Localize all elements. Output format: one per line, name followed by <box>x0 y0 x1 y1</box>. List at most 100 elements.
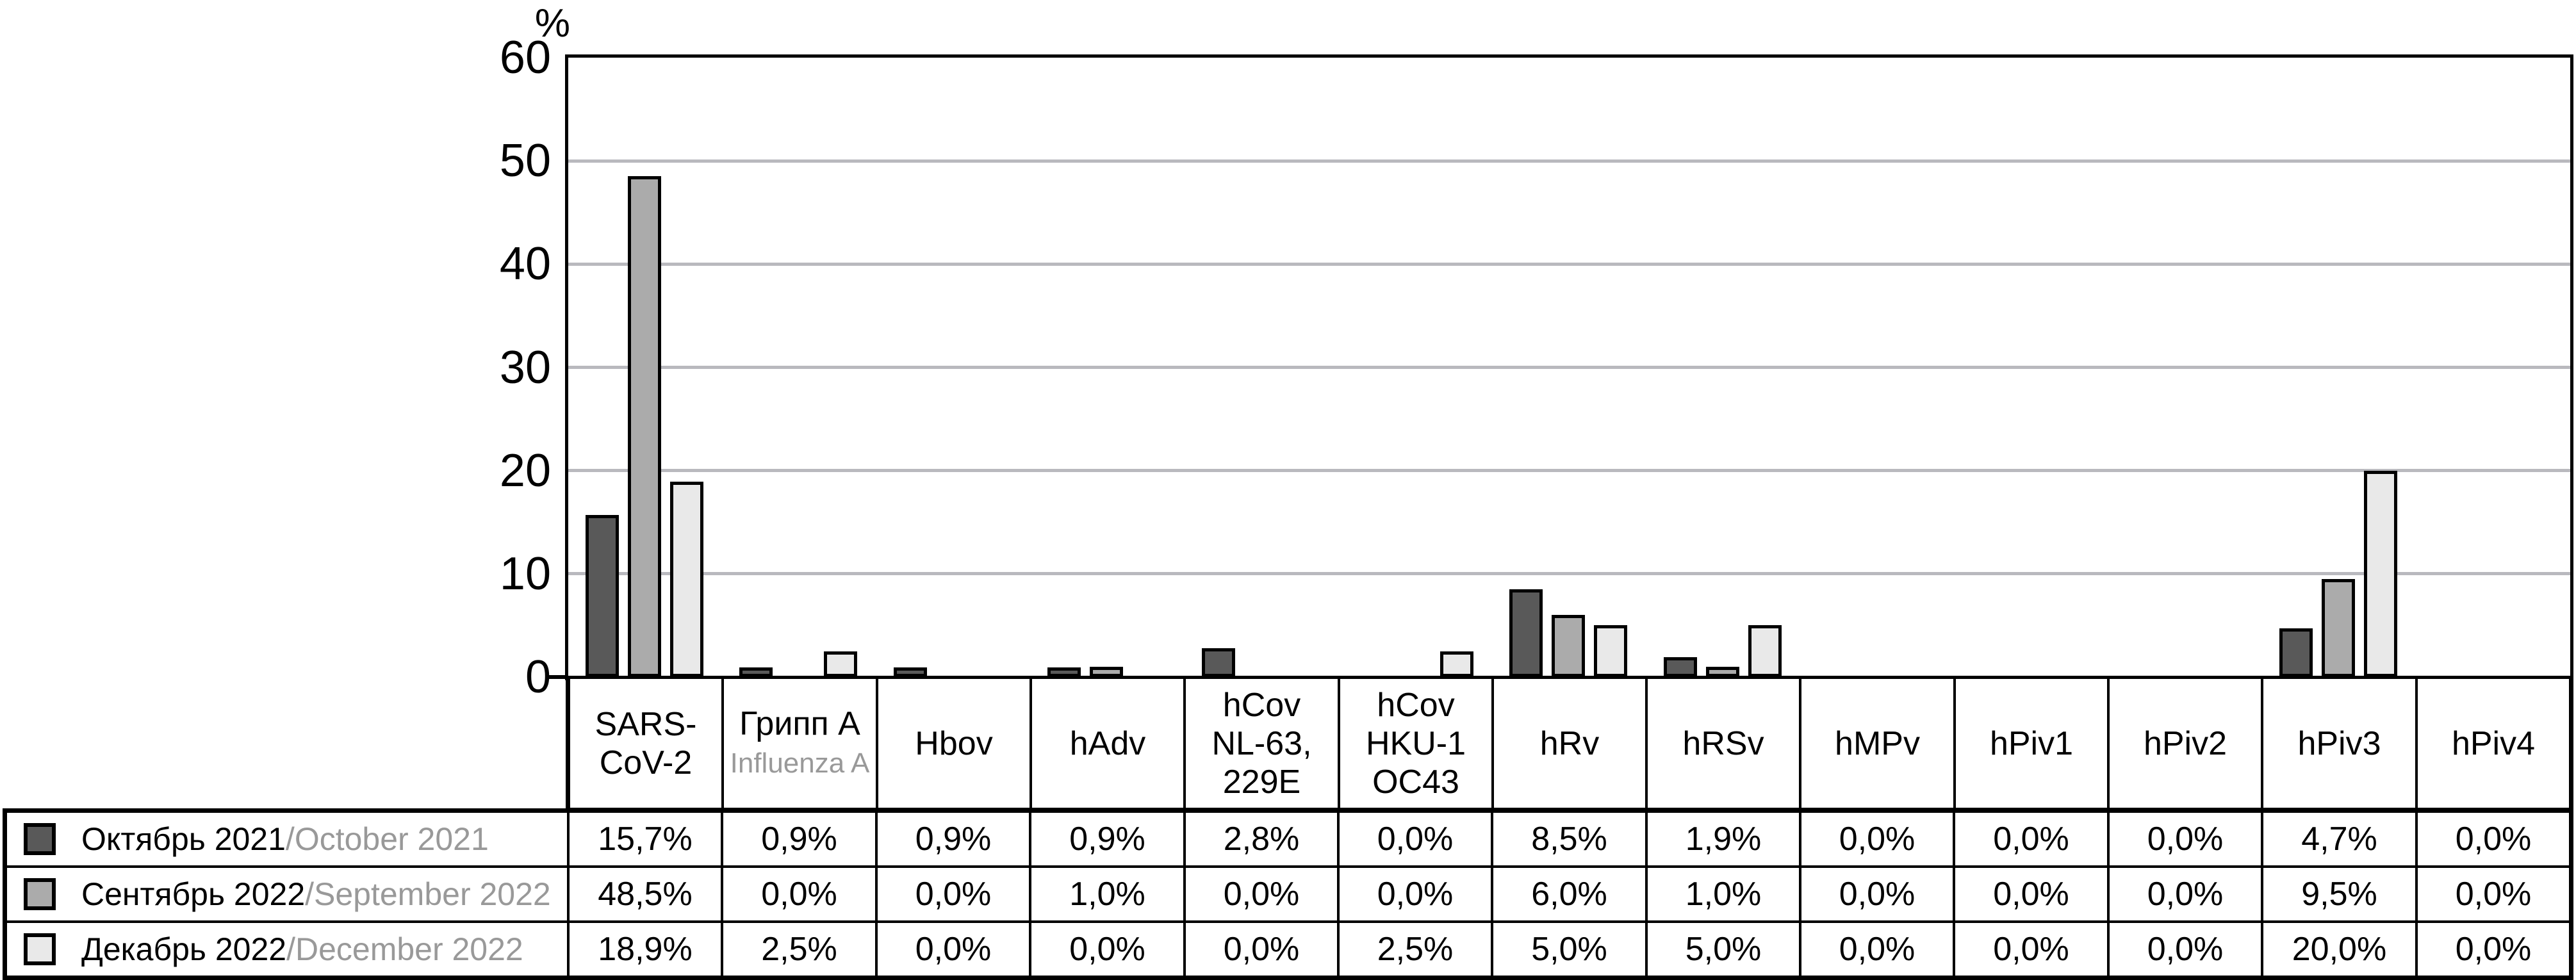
value-cell: 4,7% <box>2263 813 2415 865</box>
legend-cell: Декабрь 2022/December 2022 <box>7 923 567 976</box>
value-cell: 8,5% <box>1493 813 1645 865</box>
col-header-line: hPiv4 <box>2451 724 2536 762</box>
col-header-line: OC43 <box>1372 763 1459 801</box>
bar-oct2021 <box>739 667 773 677</box>
y-tick-label: 0 <box>525 651 551 703</box>
value-cell: 0,0% <box>2418 868 2569 920</box>
value-cell: 0,0% <box>2418 923 2569 976</box>
bar-oct2021 <box>1509 589 1543 677</box>
col-header-line: Грипп A <box>739 705 860 742</box>
value-cell: 2,5% <box>723 923 875 976</box>
value-cell: 2,8% <box>1186 813 1337 865</box>
grid-line <box>568 263 2570 266</box>
value-cell: 0,0% <box>1340 813 1491 865</box>
col-header-cell: hMPv <box>1801 679 1953 808</box>
value-cell: 9,5% <box>2263 868 2415 920</box>
col-header-cell: hPiv3 <box>2263 679 2415 808</box>
legend-cell: Сентябрь 2022/September 2022 <box>7 868 567 920</box>
col-header-line: Hbov <box>915 724 993 762</box>
value-cell: 15,7% <box>570 813 721 865</box>
y-tick-label: 60 <box>499 32 551 83</box>
legend-swatch <box>24 878 56 910</box>
y-tick-label: 10 <box>499 548 551 600</box>
value-cell: 0,0% <box>878 923 1029 976</box>
legend-label-ru: Октябрь 2021 <box>81 821 286 857</box>
col-header-line: CoV-2 <box>599 744 693 781</box>
bar-sep2022 <box>2322 579 2355 677</box>
bar-oct2021 <box>894 667 927 677</box>
bar-sep2022 <box>1552 615 1585 677</box>
y-axis-unit-label: % <box>534 1 570 45</box>
col-header-line: hPiv1 <box>1989 724 2074 762</box>
value-cell: 0,9% <box>878 813 1029 865</box>
value-cell: 0,0% <box>1031 923 1183 976</box>
value-cell: 6,0% <box>1493 868 1645 920</box>
bar-dec2022 <box>1748 625 1782 677</box>
col-header-cell: hRSv <box>1648 679 1799 808</box>
bar-sep2022 <box>1706 667 1739 677</box>
data-table: Октябрь 2021/October 2021 15,7% 0,9% 0,9% 0,… <box>3 808 2573 980</box>
bar-oct2021 <box>586 515 619 677</box>
legend-swatch <box>24 933 56 965</box>
legend-label-en: /October 2021 <box>285 821 489 857</box>
col-header-line: hCov <box>1222 686 1301 724</box>
legend-cell: Октябрь 2021/October 2021 <box>7 813 567 865</box>
col-header-cell: hRv <box>1494 679 1645 808</box>
value-cell: 5,0% <box>1648 923 1799 976</box>
value-cell: 0,9% <box>723 813 875 865</box>
bar-oct2021 <box>1664 657 1697 677</box>
value-cell: 1,0% <box>1031 868 1183 920</box>
grid-line <box>568 159 2570 163</box>
col-header-cell: SARS- CoV-2 <box>570 679 721 808</box>
grid-line <box>568 366 2570 369</box>
col-header-cell: hPiv1 <box>1956 679 2107 808</box>
col-header-cell: hPiv2 <box>2110 679 2261 808</box>
value-cell: 18,9% <box>570 923 721 976</box>
legend-label-en: /September 2022 <box>305 876 551 912</box>
col-header-line: 229E <box>1222 763 1301 801</box>
y-tick-label: 50 <box>499 135 551 186</box>
value-cell: 0,0% <box>878 868 1029 920</box>
value-cell: 0,0% <box>1955 923 2107 976</box>
bar-dec2022 <box>2364 471 2397 677</box>
value-cell: 0,0% <box>1801 868 1953 920</box>
value-cell: 0,0% <box>2110 813 2261 865</box>
legend-swatch <box>24 823 56 855</box>
value-cell: 0,0% <box>723 868 875 920</box>
col-header-line: hPiv3 <box>2297 724 2381 762</box>
col-header-cell: hCov NL-63, 229E <box>1186 679 1338 808</box>
bar-dec2022 <box>670 482 703 677</box>
legend-label-ru: Сентябрь 2022 <box>81 876 306 912</box>
legend-label-en: /December 2022 <box>286 931 523 967</box>
value-cell: 0,0% <box>2418 813 2569 865</box>
col-header-cell: hCov HKU-1 OC43 <box>1340 679 1491 808</box>
value-cell: 0,0% <box>1955 868 2107 920</box>
col-header-cell: hAdv <box>1032 679 1183 808</box>
col-header-line: hCov <box>1377 686 1455 724</box>
value-cell: 0,0% <box>1186 868 1337 920</box>
bar-oct2021 <box>1202 648 1235 677</box>
value-cell: 0,0% <box>2110 923 2261 976</box>
y-tick-label: 30 <box>499 342 551 393</box>
y-tick-label: 20 <box>499 445 551 496</box>
bar-sep2022 <box>1090 667 1123 677</box>
bar-dec2022 <box>824 651 857 677</box>
y-axis-zero-tick <box>548 675 568 679</box>
col-header-cell: Hbov <box>878 679 1030 808</box>
bar-sep2022 <box>628 176 661 677</box>
value-cell: 0,0% <box>2110 868 2261 920</box>
value-cell: 1,0% <box>1648 868 1799 920</box>
col-header-line: hPiv2 <box>2143 724 2227 762</box>
col-header-line: hAdv <box>1069 724 1146 762</box>
plot-area <box>565 54 2573 680</box>
bar-oct2021 <box>1047 667 1081 677</box>
value-cell: 1,9% <box>1648 813 1799 865</box>
value-cell: 48,5% <box>570 868 721 920</box>
value-cell: 0,0% <box>1186 923 1337 976</box>
value-cell: 0,0% <box>1955 813 2107 865</box>
y-tick-label: 40 <box>499 238 551 290</box>
col-header-cell: Грипп A Influenza A <box>724 679 876 808</box>
value-cell: 0,9% <box>1031 813 1183 865</box>
grid-line <box>568 469 2570 472</box>
